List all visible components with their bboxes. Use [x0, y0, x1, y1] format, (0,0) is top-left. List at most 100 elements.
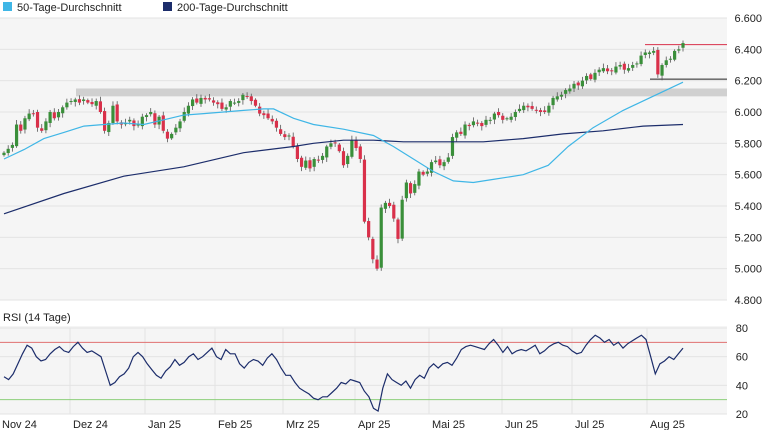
candle-body: [568, 88, 572, 92]
candle-body: [601, 68, 605, 72]
candle-body: [10, 144, 14, 148]
candle-body: [668, 58, 673, 60]
candle-body: [115, 104, 119, 122]
candle-body: [362, 159, 367, 222]
candle-body: [509, 116, 513, 120]
candle-body: [337, 144, 341, 152]
candle-body: [98, 101, 103, 112]
candle-body: [371, 238, 375, 260]
candle-body: [635, 63, 639, 65]
price-tick-label: 5.400: [734, 201, 762, 213]
candle-body: [576, 82, 580, 86]
candle-body: [538, 110, 543, 112]
candle-body: [643, 52, 647, 55]
candle-body: [610, 70, 614, 72]
candle-body: [308, 160, 312, 169]
candle-body: [526, 105, 530, 108]
x-tick-label: Apr 25: [358, 419, 390, 430]
candle-body: [245, 96, 249, 98]
rsi-tick-label: 40: [736, 380, 748, 392]
candle-body: [354, 139, 358, 149]
candle-body: [35, 112, 40, 128]
candle-body: [396, 219, 400, 239]
candle-body: [82, 99, 86, 102]
candle-body: [383, 202, 388, 209]
candle-body: [652, 50, 656, 53]
candle-body: [107, 122, 111, 133]
x-tick-label: Nov 24: [2, 419, 37, 430]
candle-body: [434, 160, 438, 163]
candle-body: [421, 171, 425, 175]
candle-body: [258, 106, 262, 114]
candle-body: [31, 113, 35, 115]
candles: [2, 40, 685, 271]
candle-body: [408, 183, 413, 194]
candle-body: [27, 113, 31, 120]
candle-body: [547, 105, 551, 113]
candle-body: [647, 52, 652, 55]
candle-body: [346, 155, 350, 165]
candle-body: [90, 101, 94, 105]
candle-body: [86, 100, 90, 103]
candle-body: [614, 66, 618, 73]
price-tick-label: 5.200: [734, 232, 762, 244]
candle-body: [216, 102, 220, 105]
candle-body: [295, 146, 299, 159]
candle-body: [220, 102, 224, 109]
candle-body: [543, 110, 547, 112]
candle-body: [501, 115, 505, 120]
candle-body: [228, 101, 232, 107]
candle-body: [584, 75, 589, 81]
candle-body: [149, 112, 153, 115]
candle-body: [484, 119, 488, 125]
x-tick-label: Mrz 25: [286, 419, 320, 430]
candle-body: [195, 98, 199, 103]
resistance-zone-band: [76, 88, 727, 97]
candle-body: [597, 69, 601, 73]
candle-body: [77, 99, 82, 103]
candle-body: [358, 146, 362, 159]
candle-body: [522, 105, 526, 111]
candle-body: [488, 119, 492, 121]
candle-body: [232, 102, 237, 104]
candle-body: [237, 101, 241, 103]
price-tick-label: 5.000: [734, 264, 762, 276]
resistance-zone: [76, 88, 727, 97]
candle-body: [517, 108, 522, 112]
candle-body: [476, 122, 480, 124]
candle-body: [388, 202, 392, 206]
candle-body: [182, 112, 186, 121]
rsi-tick-label: 80: [736, 323, 748, 335]
candle-body: [442, 162, 446, 167]
candle-body: [2, 152, 6, 156]
rsi-tick-label: 20: [736, 409, 748, 421]
legend-swatch-ma200: [163, 2, 172, 11]
candle-body: [492, 113, 496, 120]
candle-body: [320, 155, 325, 160]
candle-body: [144, 115, 149, 118]
candle-body: [207, 98, 211, 100]
candle-body: [350, 140, 354, 157]
candle-body: [463, 124, 467, 136]
candle-body: [534, 109, 538, 111]
x-tick-label: Mai 25: [432, 419, 465, 430]
rsi-y-axis: 80 60 40 20: [736, 323, 748, 421]
candle-body: [459, 131, 463, 134]
candle-body: [14, 124, 19, 147]
candle-body: [140, 116, 144, 127]
x-tick-label: Jun 25: [505, 419, 538, 430]
candle-body: [19, 124, 23, 131]
candle-body: [23, 118, 27, 130]
candle-body: [94, 101, 98, 106]
candle-body: [551, 97, 555, 106]
candle-body: [270, 118, 274, 122]
candle-body: [56, 112, 61, 118]
candle-body: [660, 65, 664, 76]
candle-body: [279, 129, 283, 134]
candle-body: [178, 121, 182, 129]
candle-body: [593, 72, 597, 80]
candle-body: [400, 199, 404, 239]
candle-body: [174, 127, 178, 133]
candle-body: [429, 162, 434, 173]
candle-body: [455, 132, 459, 138]
